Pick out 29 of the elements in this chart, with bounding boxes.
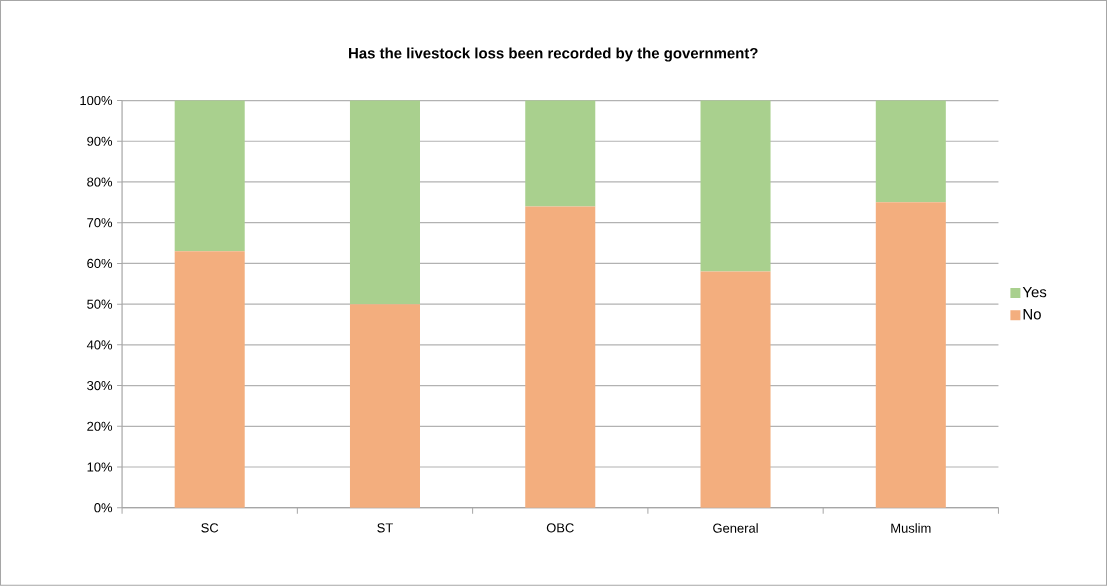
bar bbox=[875, 202, 946, 508]
x-tick-label: General bbox=[713, 523, 758, 533]
y-tick-label: 80% bbox=[87, 177, 113, 187]
y-tick-label: 100% bbox=[80, 96, 113, 106]
y-tick-label: 30% bbox=[87, 381, 113, 391]
bar bbox=[875, 100, 946, 203]
x-tick-label: Muslim bbox=[891, 523, 931, 533]
y-tick-label: 70% bbox=[87, 218, 113, 228]
y-tick-label: 90% bbox=[87, 136, 113, 146]
bar bbox=[174, 100, 245, 252]
bar bbox=[700, 100, 771, 272]
bar bbox=[349, 100, 420, 305]
y-tick-label: 0% bbox=[94, 503, 113, 513]
y-tick-label: 40% bbox=[86, 340, 113, 350]
legend-label: Yes bbox=[1022, 287, 1047, 298]
y-tick-label: 50% bbox=[87, 299, 113, 309]
bar bbox=[700, 271, 771, 508]
x-tick-label: ST bbox=[377, 523, 393, 533]
bar bbox=[174, 251, 245, 508]
bar bbox=[525, 100, 596, 207]
legend-label: No bbox=[1023, 309, 1041, 320]
x-tick-label: SC bbox=[201, 523, 219, 533]
chart-title: Has the livestock loss been recorded by the government? bbox=[349, 47, 758, 62]
bar bbox=[349, 304, 420, 508]
y-tick-label: 10% bbox=[87, 462, 113, 472]
bar bbox=[525, 206, 596, 508]
x-tick-label: OBC bbox=[546, 523, 574, 533]
y-tick-label: 60% bbox=[87, 258, 113, 269]
y-tick-label: 20% bbox=[87, 421, 113, 431]
